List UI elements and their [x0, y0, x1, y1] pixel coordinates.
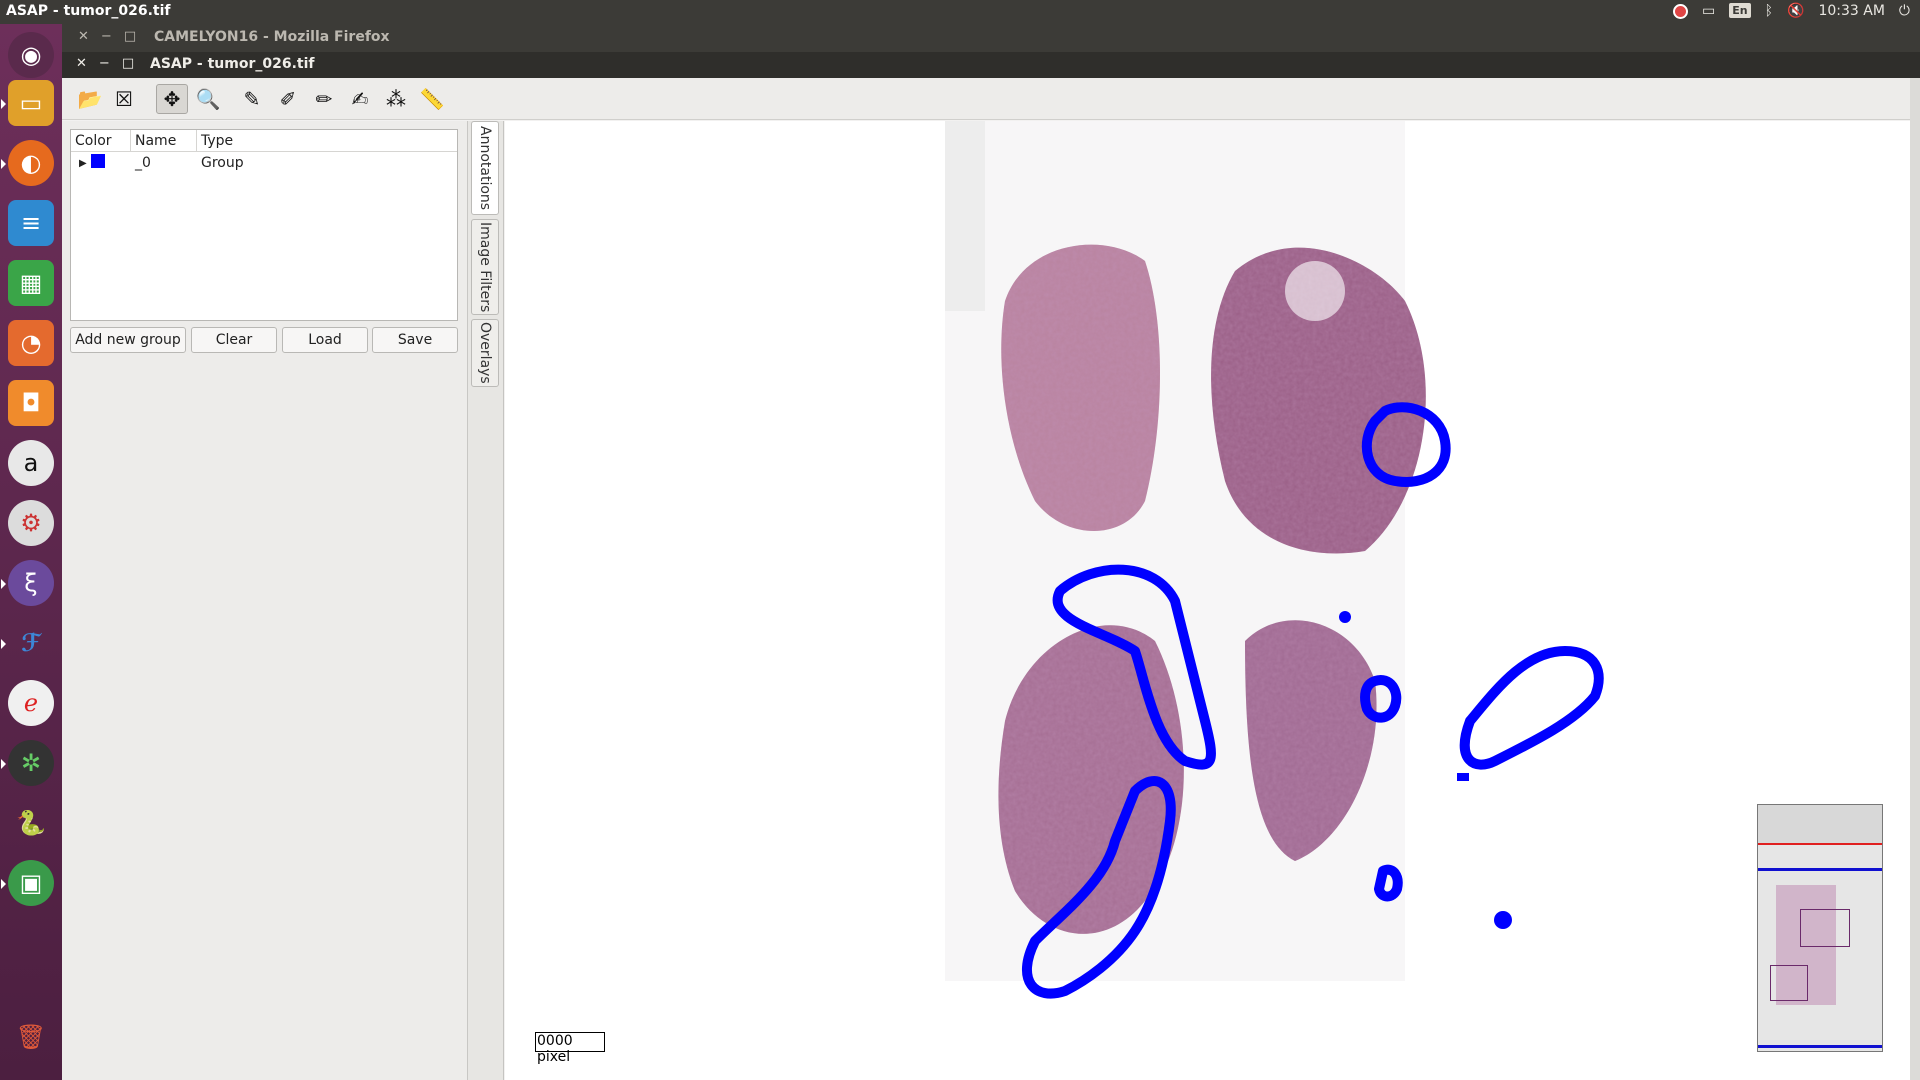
- maximize-icon[interactable]: □: [121, 56, 135, 71]
- expand-arrow-icon[interactable]: ▶: [79, 157, 87, 169]
- tab-annotations[interactable]: Annotations: [471, 121, 499, 215]
- volume-muted-icon[interactable]: 🔇: [1787, 2, 1805, 19]
- group-color-swatch[interactable]: [91, 154, 131, 172]
- minimap-thumbnail: [1776, 885, 1836, 1005]
- spline-annotation-icon[interactable]: ✍: [351, 87, 369, 111]
- network-app-icon[interactable]: ✲: [1, 740, 54, 786]
- python-icon[interactable]: 🐍: [16, 809, 46, 837]
- software-center-icon[interactable]: ◘: [8, 380, 54, 426]
- measurement-ruler-icon[interactable]: 📏: [419, 87, 445, 111]
- slide-image[interactable]: [505, 121, 1910, 1080]
- trash-icon[interactable]: 🗑: [15, 1023, 47, 1051]
- power-icon[interactable]: ⏻: [1898, 2, 1910, 19]
- emacs-icon[interactable]: ξ: [1, 560, 54, 606]
- pan-tool-icon[interactable]: ✥: [156, 84, 188, 114]
- tab-image-filters[interactable]: Image Filters: [471, 219, 499, 315]
- annotation-group[interactable]: [1021, 402, 1604, 999]
- zoom-tool-icon[interactable]: 🔍: [195, 87, 221, 111]
- tissue-texture: [1245, 620, 1377, 861]
- add-new-group-button[interactable]: Add new group: [70, 327, 186, 353]
- column-header-type[interactable]: Type: [201, 133, 234, 149]
- keyboard-layout-indicator[interactable]: En: [1729, 3, 1751, 18]
- annotation-polygon[interactable]: [1021, 776, 1176, 999]
- minimap-blue-line: [1758, 1045, 1882, 1048]
- files-icon[interactable]: ▭: [1, 80, 54, 126]
- minimize-icon[interactable]: −: [100, 29, 112, 44]
- minimap-blue-line: [1758, 868, 1882, 871]
- minimize-icon[interactable]: −: [98, 56, 110, 71]
- annotation-panel: Color Name Type ▶ _0 Group Add new group…: [62, 121, 468, 1080]
- tissue-gap: [1285, 261, 1345, 321]
- close-icon[interactable]: ✕: [76, 56, 87, 71]
- minimap-viewport-box[interactable]: [1770, 965, 1808, 1001]
- rectangle-annotation-icon[interactable]: ✐: [279, 87, 297, 111]
- group-type: Group: [201, 155, 244, 171]
- amazon-icon[interactable]: a: [8, 440, 54, 486]
- clear-button[interactable]: Clear: [191, 327, 277, 353]
- minimap-header: [1758, 805, 1882, 843]
- ubuntu-dash-icon[interactable]: ◉: [8, 32, 54, 78]
- annotation-dot[interactable]: [1339, 611, 1351, 623]
- slide-viewer[interactable]: 0000 pixel: [505, 121, 1915, 1080]
- minimap[interactable]: [1757, 804, 1883, 1052]
- minimap-viewport-box[interactable]: [1800, 909, 1850, 947]
- dot-annotation-icon[interactable]: ✎: [243, 87, 261, 111]
- annotation-group-row[interactable]: ▶ _0 Group: [71, 152, 457, 174]
- tissue-texture: [1211, 247, 1426, 554]
- column-header-name[interactable]: Name: [131, 130, 197, 151]
- tissue-texture: [998, 625, 1184, 934]
- network-indicator-icon[interactable]: ▭: [1702, 2, 1716, 19]
- annotation-tree[interactable]: Color Name Type ▶ _0 Group: [70, 129, 458, 321]
- annotation-dot[interactable]: [1457, 773, 1469, 781]
- annotation-dot[interactable]: [1494, 911, 1512, 929]
- annotation-polygon[interactable]: [1052, 564, 1216, 770]
- maximize-icon[interactable]: □: [123, 29, 137, 44]
- firefox-titlebar: ✕ − □ CAMELYON16 - Mozilla Firefox: [62, 24, 1920, 52]
- toolbar: 📂 ☒ ✥ 🔍 ✎ ✐ ✏ ✍ ⁂ 📏: [62, 78, 1920, 120]
- open-folder-icon[interactable]: 📂: [77, 87, 103, 111]
- pen-app-icon[interactable]: ℯ: [8, 680, 54, 726]
- writer-icon[interactable]: ≡: [8, 200, 54, 246]
- close-icon[interactable]: ✕: [78, 29, 89, 44]
- firefox-icon[interactable]: ◐: [1, 140, 54, 186]
- load-button[interactable]: Load: [282, 327, 368, 353]
- save-button[interactable]: Save: [372, 327, 458, 353]
- scale-bar-label: 0000 pixel: [535, 1032, 605, 1065]
- polygon-annotation-icon[interactable]: ✏: [315, 87, 333, 111]
- image-viewer-icon[interactable]: ▣: [1, 860, 54, 906]
- window-scrollbar[interactable]: [1910, 78, 1920, 1080]
- annotation-tree-header: Color Name Type: [71, 130, 457, 152]
- group-name[interactable]: _0: [135, 155, 151, 171]
- settings-icon[interactable]: ⚙: [8, 500, 54, 546]
- annotation-polygon[interactable]: [1360, 675, 1402, 723]
- slide-tile-area: [945, 121, 985, 311]
- column-header-color[interactable]: Color: [71, 130, 131, 151]
- annotation-polygon[interactable]: [1374, 864, 1403, 902]
- update-indicator-icon[interactable]: [1673, 4, 1689, 19]
- firefox-window-title: CAMELYON16 - Mozilla Firefox: [154, 29, 390, 45]
- asap-titlebar: ✕ − □ ASAP - tumor_026.tif: [62, 52, 1920, 78]
- clock[interactable]: 10:33 AM: [1818, 2, 1885, 19]
- annotation-polygon[interactable]: [1459, 646, 1604, 770]
- tissue-texture: [1001, 244, 1160, 531]
- annotation-polygon[interactable]: [1361, 402, 1451, 487]
- pointset-annotation-icon[interactable]: ⁂: [386, 87, 406, 111]
- unity-launcher: ◉ ▭ ◐ ≡ ▦ ◔ ◘ a ⚙ ξ ℱ ℯ ✲ 🐍 ▣ 🗑: [0, 24, 62, 1080]
- bluetooth-icon[interactable]: ᛒ: [1764, 2, 1774, 19]
- tab-overlays[interactable]: Overlays: [471, 319, 499, 387]
- minimap-red-line: [1758, 843, 1882, 845]
- calc-icon[interactable]: ▦: [8, 260, 54, 306]
- fiji-icon[interactable]: ℱ: [1, 620, 54, 666]
- close-image-icon[interactable]: ☒: [115, 87, 133, 111]
- side-tab-bar: Annotations Image Filters Overlays: [468, 121, 504, 1080]
- impress-icon[interactable]: ◔: [8, 320, 54, 366]
- top-panel: ASAP - tumor_026.tif ▭ En ᛒ 🔇 10:33 AM ⏻: [0, 0, 1920, 24]
- asap-window-title: ASAP - tumor_026.tif: [150, 56, 315, 72]
- active-window-title: ASAP - tumor_026.tif: [6, 3, 171, 19]
- indicator-area: ▭ En ᛒ 🔇 10:33 AM ⏻: [1673, 2, 1910, 19]
